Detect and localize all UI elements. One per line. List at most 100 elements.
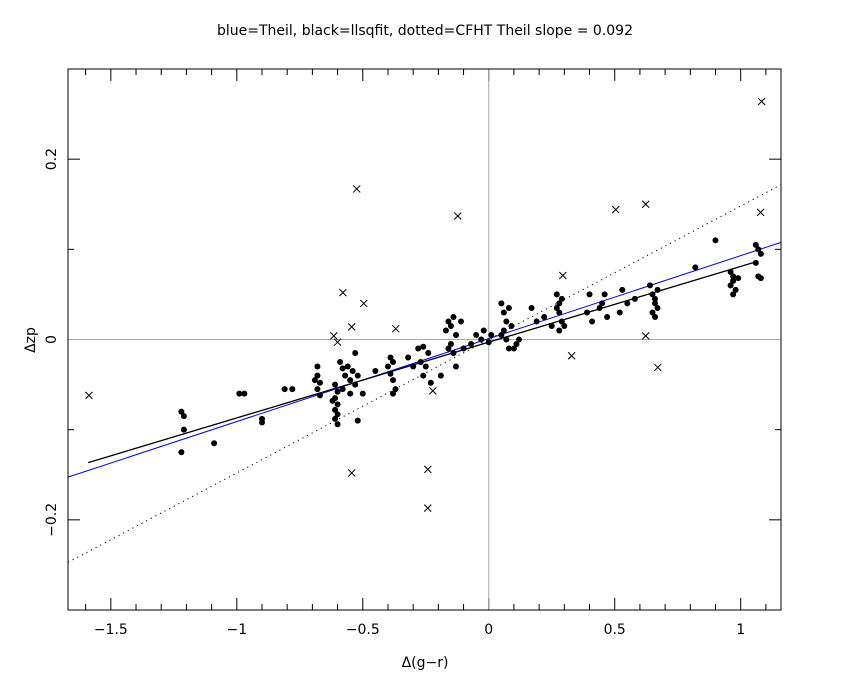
rejected-point (558, 271, 567, 280)
rejected-point (423, 504, 432, 512)
rejected-point (333, 338, 342, 347)
data-point (445, 345, 452, 352)
data-point (692, 264, 699, 271)
rejected-point (347, 469, 356, 477)
x-axis-label: Δ(g−r) (402, 655, 449, 671)
data-point (513, 341, 520, 348)
data-point (649, 309, 656, 316)
data-point (541, 313, 548, 320)
data-point (727, 268, 734, 275)
rejected-point (756, 208, 765, 217)
data-point (460, 345, 467, 352)
x-tick-label: −1 (226, 622, 247, 638)
data-point (730, 273, 737, 280)
data-point (344, 363, 351, 370)
y-axis-label: Δzp (23, 327, 39, 353)
rejected-point (329, 332, 338, 340)
data-point (384, 363, 391, 370)
data-point (359, 390, 366, 397)
y-tick-label: 0 (44, 335, 60, 344)
rejected-point (359, 299, 368, 308)
data-point (500, 309, 507, 316)
data-point (311, 377, 318, 384)
data-point (332, 406, 339, 413)
data-point (533, 318, 540, 325)
data-point (427, 379, 434, 386)
data-point (354, 372, 361, 379)
data-point (735, 275, 742, 282)
data-point (437, 372, 444, 379)
data-point (178, 408, 185, 415)
data-point (258, 419, 265, 426)
data-point (757, 275, 764, 282)
y-tick-label: −0.2 (44, 503, 60, 537)
data-point (586, 291, 593, 298)
data-point (211, 440, 218, 447)
data-point (349, 368, 356, 375)
data-point (730, 291, 737, 298)
data-point (488, 331, 495, 338)
data-point (452, 331, 459, 338)
y-tick-label: 0.2 (44, 148, 60, 170)
rejected-point (611, 205, 620, 214)
data-point (589, 318, 596, 325)
data-point (387, 354, 394, 361)
data-point (556, 309, 563, 316)
data-point (390, 359, 397, 366)
rejected-point (567, 351, 576, 360)
data-point (314, 386, 321, 393)
data-point (342, 372, 349, 379)
data-point (289, 386, 296, 393)
data-point (498, 331, 505, 338)
rejected-point (391, 324, 400, 333)
data-point (334, 388, 341, 395)
data-point (415, 345, 422, 352)
data-point (445, 318, 452, 325)
data-point (649, 291, 656, 298)
chart-title: blue=Theil, black=llsqfit, dotted=CFHT T… (217, 23, 633, 39)
plot-frame (67, 68, 782, 611)
data-point (505, 304, 512, 311)
data-point (447, 322, 454, 329)
rejected-point (423, 465, 432, 474)
data-point (730, 277, 737, 284)
data-point (316, 379, 323, 386)
data-point (180, 426, 187, 433)
data-point (316, 392, 323, 399)
data-point (601, 291, 608, 298)
data-point (473, 331, 480, 338)
data-point (458, 318, 465, 325)
data-point (478, 336, 485, 343)
data-point (503, 336, 510, 343)
data-point (652, 313, 659, 320)
rejected-point (653, 363, 662, 372)
data-point (515, 336, 522, 343)
data-point (752, 259, 759, 266)
x-tick-label: −1.5 (94, 622, 128, 638)
data-point (347, 377, 354, 384)
data-point (646, 282, 653, 289)
data-point (352, 381, 359, 388)
data-point (652, 295, 659, 302)
data-point (510, 345, 517, 352)
data-point (616, 309, 623, 316)
data-point (354, 417, 361, 424)
data-point (334, 421, 341, 428)
data-point (410, 363, 417, 370)
rejected-point (641, 332, 650, 340)
data-point (556, 327, 563, 334)
data-point (485, 339, 492, 346)
data-point (500, 327, 507, 334)
data-point (334, 411, 341, 418)
data-point (332, 415, 339, 422)
rejected-point (339, 288, 347, 297)
data-point (334, 401, 341, 408)
data-point (553, 291, 560, 298)
data-point (652, 300, 659, 307)
fit-line-theil (67, 241, 782, 478)
rejected-point (347, 323, 356, 331)
data-point (425, 350, 432, 357)
data-point (420, 343, 427, 350)
data-point (752, 241, 759, 248)
